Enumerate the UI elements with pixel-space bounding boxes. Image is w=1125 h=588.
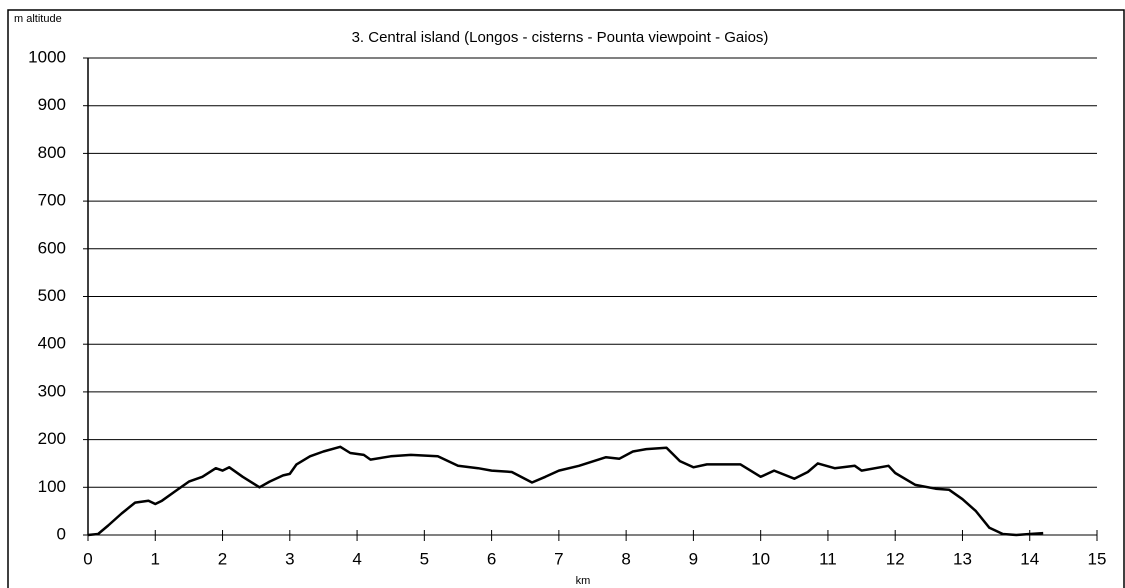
x-tick-label: 7 [554, 549, 563, 568]
y-tick-label: 1000 [28, 47, 66, 66]
x-tick-label: 13 [953, 549, 972, 568]
x-tick-label: 4 [352, 549, 361, 568]
x-tick-label: 12 [886, 549, 905, 568]
x-tick-label: 10 [751, 549, 770, 568]
y-axis-label: m altitude [14, 13, 62, 25]
chart-title: 3. Central island (Longos - cisterns - P… [352, 29, 769, 46]
x-tick-label: 5 [420, 549, 429, 568]
y-tick-label: 800 [38, 143, 66, 162]
y-tick-label: 200 [38, 429, 66, 448]
x-axis-label: km [576, 575, 591, 587]
y-tick-label: 400 [38, 334, 66, 353]
x-tick-label: 14 [1020, 549, 1039, 568]
x-tick-label: 2 [218, 549, 227, 568]
x-tick-label: 1 [151, 549, 160, 568]
x-tick-label: 9 [689, 549, 698, 568]
y-tick-label: 500 [38, 286, 66, 305]
y-tick-label: 0 [57, 524, 66, 543]
y-tick-label: 100 [38, 477, 66, 496]
x-tick-label: 8 [621, 549, 630, 568]
y-tick-label: 600 [38, 238, 66, 257]
x-tick-label: 6 [487, 549, 496, 568]
y-tick-label: 300 [38, 381, 66, 400]
x-tick-label: 3 [285, 549, 294, 568]
line-series [87, 445, 1044, 537]
x-tick-label: 15 [1088, 549, 1107, 568]
y-tick-label: 700 [38, 191, 66, 210]
y-tick-label: 900 [38, 95, 66, 114]
x-tick-label: 11 [819, 549, 837, 568]
x-tick-label: 0 [83, 549, 92, 568]
chart-frame [7, 9, 1125, 588]
